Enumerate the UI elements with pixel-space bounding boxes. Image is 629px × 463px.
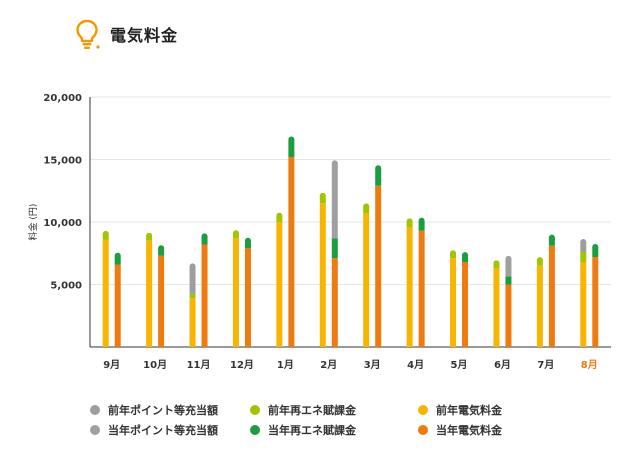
bar-segment — [146, 240, 153, 347]
x-tick-label: 10月 — [143, 359, 167, 371]
bar-cap — [462, 252, 469, 259]
x-tick-label: 1月 — [277, 359, 294, 371]
x-tick-label: 6月 — [494, 359, 511, 371]
bar-segment — [114, 255, 121, 265]
bar-segment — [331, 163, 338, 239]
bar-cap — [146, 232, 153, 239]
bar-segment — [201, 236, 208, 245]
y-tick-label: 10,000 — [43, 218, 82, 229]
bar-segment — [505, 276, 512, 285]
bar-segment — [331, 238, 338, 259]
bar-cap — [232, 230, 239, 237]
bar-segment — [158, 248, 165, 256]
bar-segment — [580, 242, 587, 252]
y-tick-label: 15,000 — [43, 156, 82, 167]
bar-segment — [244, 240, 251, 249]
lightbulb-icon — [74, 18, 100, 50]
x-tick-label: 8月 — [581, 359, 598, 371]
bar-segment — [158, 255, 165, 347]
bar-segment — [288, 139, 295, 157]
bar-cap — [536, 257, 543, 264]
bar-cap — [114, 252, 121, 259]
bar-segment — [418, 230, 425, 347]
bar-segment — [276, 215, 283, 222]
bar-cap — [493, 260, 500, 267]
bar-segment — [189, 298, 196, 347]
bar-cap — [189, 263, 196, 270]
bar-cap — [331, 160, 338, 167]
bar-cap — [375, 165, 382, 172]
bar-cap — [288, 136, 295, 143]
bar-segment — [493, 268, 500, 347]
x-tick-label: 3月 — [364, 359, 381, 371]
x-tick-label: 4月 — [407, 359, 424, 371]
bar-segment — [319, 203, 326, 347]
bar-segment — [548, 237, 555, 246]
bar-cap — [580, 239, 587, 245]
bar-segment — [505, 284, 512, 347]
bar-segment — [363, 213, 370, 347]
bar-segment — [462, 255, 469, 262]
bar-segment — [232, 238, 239, 347]
bar-segment — [580, 252, 587, 262]
bar-cap — [418, 217, 425, 224]
bar-segment — [189, 266, 196, 294]
bar-cap — [363, 203, 370, 210]
bar-segment — [462, 262, 469, 347]
bar-segment — [114, 264, 121, 347]
bar-segment — [592, 257, 599, 347]
bar-cap — [592, 244, 599, 250]
bar-segment — [592, 247, 599, 257]
bar-segment — [580, 262, 587, 347]
y-tick-label: 5,000 — [50, 281, 82, 292]
bar-cap — [102, 230, 109, 237]
bar-cap — [319, 192, 326, 199]
bar-segment — [319, 195, 326, 204]
y-tick-label: 20,000 — [43, 93, 82, 104]
y-axis-label: 料金 (円) — [27, 204, 39, 241]
x-tick-label: 2月 — [320, 359, 337, 371]
bar-segment — [418, 220, 425, 231]
x-tick-label: 7月 — [537, 359, 554, 371]
x-tick-label: 9月 — [103, 359, 120, 371]
x-tick-label: 5月 — [451, 359, 468, 371]
chart-header: 電気料金 — [74, 14, 178, 54]
bar-segment — [406, 227, 413, 347]
bar-segment — [331, 258, 338, 347]
bar-segment — [363, 206, 370, 214]
bar-segment — [375, 168, 382, 186]
bar-cap — [276, 212, 283, 219]
bar-segment — [102, 239, 109, 347]
bar-cap — [201, 233, 208, 240]
bar-segment — [276, 222, 283, 347]
bar-segment — [375, 185, 382, 347]
bar-cap — [450, 250, 457, 257]
bar-cap — [406, 218, 413, 225]
bar-cap — [505, 255, 512, 262]
bar-segment — [536, 265, 543, 347]
bar-segment — [244, 248, 251, 347]
bar-segment — [189, 293, 196, 299]
chart-title: 電気料金 — [110, 26, 179, 45]
bar-segment — [505, 258, 512, 277]
bar-cap — [244, 237, 251, 244]
bar-segment — [450, 258, 457, 347]
bar-cap — [548, 234, 555, 241]
bar-segment — [288, 157, 295, 347]
bar-cap — [158, 245, 165, 252]
bar-segment — [548, 245, 555, 347]
x-tick-label: 11月 — [187, 359, 211, 371]
bar-segment — [201, 244, 208, 347]
x-tick-label: 12月 — [230, 359, 254, 371]
